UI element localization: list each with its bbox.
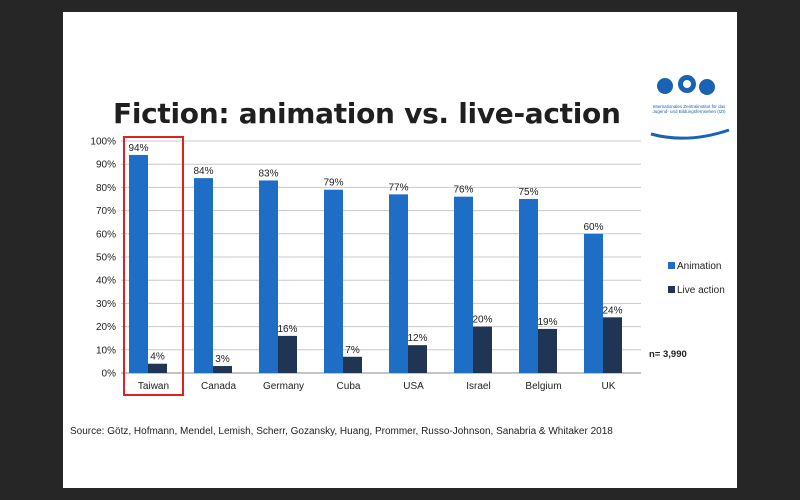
y-tick-label: 0% — [102, 369, 117, 380]
slide-title: Fiction: animation vs. live-action — [113, 97, 621, 130]
data-label: 60% — [583, 222, 603, 233]
data-label: 19% — [537, 317, 557, 328]
legend-label-live-action: Live action — [677, 285, 725, 296]
data-label: 16% — [277, 324, 297, 335]
data-label: 3% — [215, 354, 230, 365]
data-label: 12% — [407, 333, 427, 344]
bar-live-action — [603, 317, 622, 373]
x-tick-label: Taiwan — [138, 381, 169, 392]
bar-animation — [454, 196, 473, 373]
legend-swatch-live-action — [668, 286, 675, 293]
bar-animation — [519, 199, 538, 373]
highlight-box-taiwan — [123, 136, 184, 396]
legend-item-animation: Animation — [668, 261, 721, 272]
y-tick-label: 10% — [96, 345, 116, 356]
y-tick-label: 20% — [96, 322, 116, 333]
source-citation: Source: Götz, Hofmann, Mendel, Lemish, S… — [70, 426, 613, 437]
bar-animation — [389, 194, 408, 373]
bar-live-action — [408, 345, 427, 373]
bar-live-action — [148, 363, 167, 373]
data-label: 20% — [472, 315, 492, 326]
bar-live-action — [213, 366, 232, 373]
y-tick-label: 90% — [96, 160, 116, 171]
data-label: 77% — [388, 182, 408, 193]
y-tick-label: 80% — [96, 183, 116, 194]
data-label: 76% — [453, 185, 473, 196]
y-tick-label: 40% — [96, 276, 116, 287]
bar-animation — [129, 154, 148, 373]
bar-live-action — [343, 356, 362, 373]
data-label: 79% — [323, 178, 343, 189]
legend-label-animation: Animation — [677, 261, 722, 272]
y-tick-label: 50% — [96, 253, 116, 264]
data-label: 4% — [150, 352, 165, 363]
bar-chart: 0% 10% 20% 30% 40% 50% 60% 70% 80% 90% 100% 94% 4% Ta… — [90, 136, 641, 396]
y-tick-label: 70% — [96, 206, 116, 217]
data-label: 83% — [258, 168, 278, 179]
legend-swatch-animation — [668, 262, 675, 269]
x-tick-label: Germany — [263, 381, 304, 392]
legend-item-live-action: Live action — [668, 285, 725, 296]
x-tick-label: Israel — [466, 381, 490, 392]
x-tick-label: Belgium — [525, 381, 561, 392]
y-tick-label: 60% — [96, 229, 116, 240]
bar-animation — [584, 233, 603, 373]
logo-text: Internationales Zentralinstitut für das … — [652, 104, 726, 114]
y-tick-label: 30% — [96, 299, 116, 310]
x-tick-label: Cuba — [337, 381, 361, 392]
x-tick-label: UK — [602, 381, 616, 392]
data-label: 24% — [602, 305, 622, 316]
data-label: 94% — [128, 143, 148, 154]
bar-live-action — [278, 335, 297, 373]
data-label: 75% — [518, 187, 538, 198]
bar-live-action — [538, 328, 557, 373]
izi-logo — [643, 72, 733, 144]
data-label: 84% — [193, 166, 213, 177]
x-tick-label: Canada — [201, 381, 236, 392]
bar-live-action — [473, 326, 492, 373]
bar-animation — [324, 189, 343, 373]
data-label: 7% — [345, 345, 360, 356]
sample-size-label: n= 3,990 — [649, 349, 687, 360]
bar-animation — [259, 180, 278, 373]
bar-animation — [194, 178, 213, 373]
x-tick-label: USA — [403, 381, 424, 392]
slide: Fiction: animation vs. live-action Inter… — [63, 12, 737, 488]
y-tick-label: 100% — [90, 137, 116, 148]
